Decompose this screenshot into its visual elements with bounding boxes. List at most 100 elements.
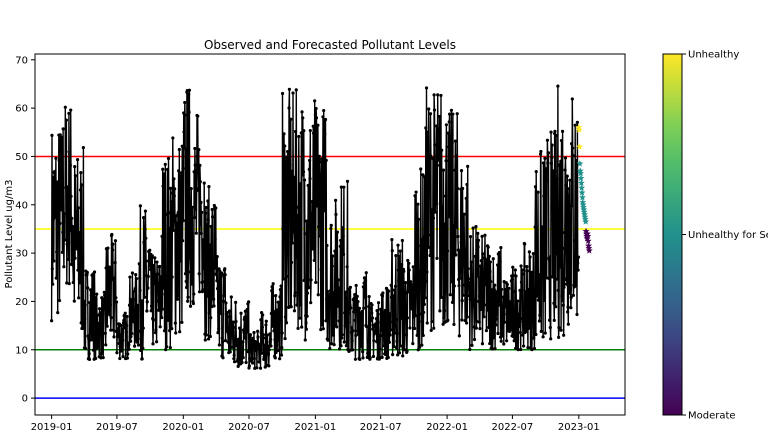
- observed-point: [461, 186, 465, 191]
- observed-point: [79, 171, 83, 175]
- observed-point: [532, 346, 537, 351]
- observed-point: [65, 185, 70, 189]
- observed-point: [209, 225, 214, 229]
- forecast-point: [578, 189, 586, 196]
- observed-point: [477, 299, 481, 304]
- observed-point: [56, 231, 61, 235]
- observed-point: [231, 325, 236, 329]
- observed-point: [126, 352, 130, 356]
- observed-point: [477, 294, 482, 298]
- observed-point: [135, 311, 139, 315]
- observed-point: [160, 315, 164, 320]
- observed-point: [93, 316, 97, 320]
- observed-point: [62, 212, 67, 216]
- observed-point: [526, 345, 530, 350]
- observed-point: [534, 262, 539, 266]
- observed-point: [484, 258, 488, 262]
- observed-point: [281, 277, 285, 281]
- observed-point: [260, 311, 264, 315]
- observed-point: [354, 283, 358, 288]
- observed-point: [455, 187, 460, 191]
- observed-point: [502, 320, 507, 324]
- observed-point: [286, 186, 290, 191]
- observed-point: [452, 284, 456, 288]
- observed-point: [227, 309, 232, 313]
- observed-point: [536, 294, 540, 298]
- observed-point: [179, 171, 184, 175]
- observed-point: [538, 299, 542, 303]
- observed-point: [419, 244, 423, 248]
- observed-point: [305, 219, 309, 223]
- observed-point: [282, 166, 286, 170]
- observed-point: [299, 131, 303, 135]
- observed-point: [111, 242, 115, 246]
- observed-point: [550, 156, 554, 160]
- observed-point: [253, 348, 258, 353]
- observed-point: [410, 298, 415, 302]
- observed-point: [435, 256, 439, 260]
- observed-point: [535, 258, 539, 263]
- observed-point: [465, 315, 469, 319]
- observed-point: [531, 300, 535, 304]
- observed-point: [106, 287, 110, 291]
- observed-point: [512, 339, 516, 343]
- observed-point: [428, 169, 432, 173]
- observed-point: [494, 317, 498, 321]
- observed-point: [345, 179, 350, 183]
- observed-point: [450, 141, 454, 145]
- observed-point: [205, 294, 209, 298]
- observed-point: [160, 234, 164, 238]
- observed-point: [485, 308, 489, 312]
- observed-point: [244, 360, 248, 365]
- forecast-point: [584, 232, 592, 240]
- observed-point: [284, 155, 288, 159]
- observed-point: [418, 312, 422, 316]
- observed-point: [189, 187, 193, 191]
- forecast-point: [577, 179, 585, 186]
- observed-point: [118, 333, 123, 337]
- observed-point: [555, 222, 559, 226]
- observed-point: [402, 269, 406, 273]
- observed-point: [341, 234, 345, 238]
- observed-point: [270, 285, 274, 289]
- observed-point: [398, 284, 402, 289]
- x-tick-label: 2020-01: [162, 422, 204, 433]
- observed-point: [397, 254, 401, 259]
- observed-point: [289, 260, 294, 265]
- observed-point: [171, 228, 175, 233]
- observed-point: [146, 286, 150, 290]
- observed-point: [440, 148, 444, 152]
- observed-point: [319, 328, 323, 332]
- observed-point: [339, 344, 343, 348]
- observed-point: [467, 284, 471, 289]
- observed-point: [164, 348, 168, 352]
- observed-point: [357, 306, 362, 310]
- observed-point: [88, 288, 93, 292]
- observed-point: [520, 288, 524, 292]
- observed-point: [471, 226, 475, 230]
- observed-point: [359, 345, 363, 349]
- observed-point: [143, 295, 147, 299]
- observed-point: [288, 162, 292, 167]
- observed-point: [238, 338, 242, 343]
- observed-point: [63, 105, 67, 109]
- observed-point: [405, 349, 409, 353]
- plot-area: 0 10 20 30 40 50 60 70 2019-01 2019-07 2020-01 2020…: [15, 53, 626, 433]
- observed-point: [561, 230, 565, 235]
- forecast-point: [578, 184, 586, 191]
- observed-point: [569, 306, 573, 310]
- observed-point: [387, 289, 391, 293]
- observed-point: [308, 177, 312, 181]
- observed-point: [247, 300, 251, 304]
- observed-point: [464, 321, 469, 325]
- observed-point: [392, 344, 396, 349]
- observed-point: [57, 298, 62, 303]
- observed-point: [571, 154, 575, 158]
- observed-point: [348, 285, 352, 289]
- observed-point: [325, 243, 329, 248]
- observed-point: [215, 254, 219, 259]
- observed-point: [378, 333, 382, 338]
- observed-point: [524, 329, 529, 333]
- observed-point: [525, 308, 530, 312]
- observed-point: [486, 245, 490, 249]
